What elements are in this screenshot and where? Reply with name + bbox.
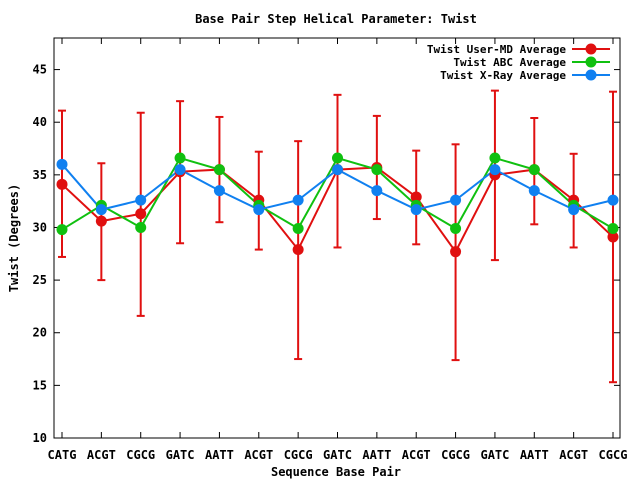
legend-swatch-marker xyxy=(585,69,597,81)
data-point-series-2 xyxy=(292,194,304,206)
data-point-series-0 xyxy=(135,208,147,220)
data-point-series-2 xyxy=(174,164,186,176)
x-tick-label: ACGT xyxy=(244,448,273,462)
x-tick-label: ACGT xyxy=(402,448,431,462)
data-point-series-0 xyxy=(56,178,68,190)
data-point-series-1 xyxy=(607,223,619,235)
data-point-series-1 xyxy=(56,224,68,236)
y-tick-label: 40 xyxy=(33,115,47,129)
legend-swatch-marker xyxy=(585,43,597,55)
data-point-series-2 xyxy=(489,164,501,176)
error-bars xyxy=(58,89,617,384)
x-tick-label: CGCG xyxy=(126,448,155,462)
x-tick-label: AATT xyxy=(520,448,549,462)
legend-label: Twist ABC Average xyxy=(453,56,566,69)
x-tick-label: AATT xyxy=(362,448,391,462)
data-point-series-2 xyxy=(95,204,107,216)
y-tick-label: 35 xyxy=(33,168,47,182)
x-tick-label: CGCG xyxy=(441,448,470,462)
legend-label: Twist User-MD Average xyxy=(427,43,566,56)
y-tick-label: 15 xyxy=(33,378,47,392)
x-tick-label: AATT xyxy=(205,448,234,462)
data-point-series-2 xyxy=(450,194,462,206)
x-tick-label: GATC xyxy=(323,448,352,462)
data-point-series-1 xyxy=(371,164,383,176)
y-tick-label: 30 xyxy=(33,220,47,234)
x-tick-label: ACGT xyxy=(87,448,116,462)
data-point-series-0 xyxy=(450,246,462,258)
data-point-series-0 xyxy=(95,215,107,227)
x-tick-label: CATG xyxy=(48,448,77,462)
x-axis: CATG ACGT CGCG GATC AATT ACGT CGCG GATC AATT ACGT… xyxy=(48,38,628,462)
data-point-series-1 xyxy=(332,152,343,164)
y-tick-label: 25 xyxy=(33,273,47,287)
data-point-series-1 xyxy=(292,223,304,235)
data-point-series-2 xyxy=(528,185,540,197)
data-point-series-1 xyxy=(174,152,186,164)
x-tick-label: GATC xyxy=(166,448,195,462)
data-point-series-2 xyxy=(410,204,422,216)
x-tick-label: CGCG xyxy=(284,448,313,462)
y-tick-label: 10 xyxy=(33,431,47,445)
y-axis: 10 15 20 25 30 35 40 45 xyxy=(33,63,620,445)
data-point-series-2 xyxy=(135,194,147,206)
data-point-series-1 xyxy=(489,152,501,164)
legend-swatch-marker xyxy=(585,56,597,68)
data-point-series-2 xyxy=(332,164,343,176)
data-point-series-0 xyxy=(607,231,619,243)
series-points xyxy=(56,152,619,258)
y-tick-label: 20 xyxy=(33,326,47,340)
data-point-series-1 xyxy=(135,221,147,233)
x-tick-label: GATC xyxy=(480,448,509,462)
x-tick-label: CGCG xyxy=(599,448,628,462)
x-axis-label: Sequence Base Pair xyxy=(271,465,401,479)
data-point-series-2 xyxy=(371,185,383,197)
data-point-series-1 xyxy=(450,223,462,235)
x-tick-label: ACGT xyxy=(559,448,588,462)
data-point-series-2 xyxy=(213,185,225,197)
data-point-series-1 xyxy=(213,164,225,176)
legend-label: Twist X-Ray Average xyxy=(440,69,566,82)
data-point-series-2 xyxy=(56,158,68,170)
chart-title: Base Pair Step Helical Parameter: Twist xyxy=(195,12,477,26)
y-tick-label: 45 xyxy=(33,63,47,77)
data-point-series-1 xyxy=(528,164,540,176)
y-axis-label: Twist (Degrees) xyxy=(7,184,21,292)
data-point-series-2 xyxy=(607,194,619,206)
data-point-series-2 xyxy=(253,204,265,216)
data-point-series-0 xyxy=(292,244,304,256)
data-point-series-2 xyxy=(568,204,580,216)
data-point-series-0 xyxy=(410,191,422,203)
